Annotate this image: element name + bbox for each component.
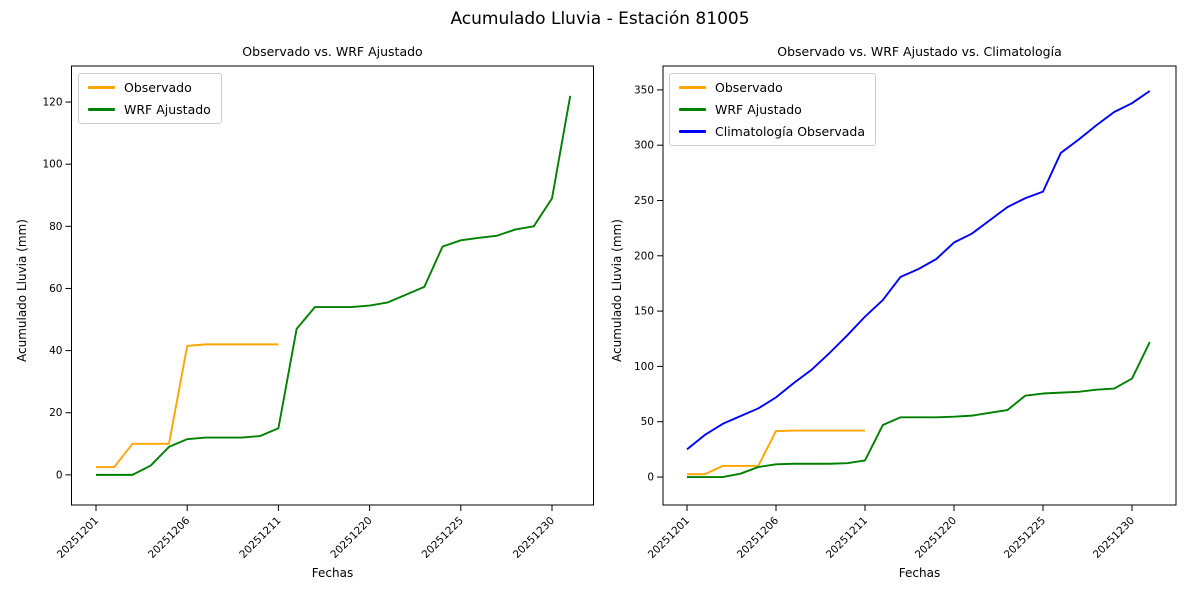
y-tick-label: 40 <box>49 345 62 357</box>
series-line-wrf-ajustado <box>96 95 572 476</box>
legend-item: Climatología Observada <box>679 124 865 139</box>
axes-frame <box>662 65 1177 506</box>
legend-line-swatch <box>88 86 115 89</box>
y-tick-label: 100 <box>634 361 654 373</box>
axes-frame <box>71 65 594 506</box>
y-tick-label: 0 <box>647 472 654 484</box>
left-chart-title: Observado vs. WRF Ajustado <box>242 44 423 59</box>
legend-line-swatch <box>679 108 706 111</box>
y-tick-label: 100 <box>42 159 62 171</box>
legend-line-swatch <box>88 108 115 111</box>
x-tick-label: 20251206 <box>735 514 782 561</box>
y-tick-label: 0 <box>56 469 63 481</box>
right-x-axis-label: Fechas <box>898 566 941 580</box>
y-tick-label: 300 <box>634 140 654 152</box>
left-x-axis-label: Fechas <box>311 566 354 580</box>
series-line-wrf-ajustado <box>687 341 1151 478</box>
right-y-axis-label: Acumulado Lluvia (mm) <box>610 219 624 362</box>
y-tick-label: 50 <box>641 416 654 428</box>
y-tick-label: 200 <box>634 250 654 262</box>
x-tick-label: 20251230 <box>1091 515 1137 561</box>
y-tick-label: 150 <box>634 306 654 318</box>
legend-label: Observado <box>124 80 192 95</box>
y-tick-label: 80 <box>49 221 62 233</box>
left-y-axis-label: Acumulado Lluvia (mm) <box>15 219 29 362</box>
legend-item: WRF Ajustado <box>679 102 865 117</box>
figure-title: Acumulado Lluvia - Estación 81005 <box>450 9 750 29</box>
legend-label: Climatología Observada <box>715 124 865 139</box>
x-tick-label: 20251211 <box>824 515 870 561</box>
x-tick-label: 20251220 <box>913 515 959 561</box>
y-tick-label: 20 <box>49 407 62 419</box>
legend-item: WRF Ajustado <box>88 102 211 117</box>
y-tick-label: 60 <box>49 283 62 295</box>
legend-line-swatch <box>679 86 706 89</box>
x-tick-label: 20251201 <box>646 515 692 561</box>
series-line-climatolog-a-observada <box>686 90 1151 451</box>
legend-item: Observado <box>88 80 211 95</box>
right-chart-title: Observado vs. WRF Ajustado vs. Climatolo… <box>777 44 1062 59</box>
series-line-observado <box>687 429 865 476</box>
legend-label: WRF Ajustado <box>124 102 211 117</box>
left-chart-legend: Observado WRF Ajustado <box>78 73 222 124</box>
y-tick-label: 250 <box>634 195 654 207</box>
x-tick-label: 20251225 <box>1002 515 1048 561</box>
right-chart-legend: Observado WRF Ajustado Climatología Observ… <box>669 73 876 146</box>
y-tick-label: 350 <box>634 84 654 96</box>
series-line-observado <box>96 343 279 469</box>
legend-item: Observado <box>679 80 865 95</box>
legend-label: Observado <box>715 80 783 95</box>
legend-line-swatch <box>679 130 706 133</box>
y-tick-label: 120 <box>42 97 62 109</box>
legend-label: WRF Ajustado <box>715 102 802 117</box>
